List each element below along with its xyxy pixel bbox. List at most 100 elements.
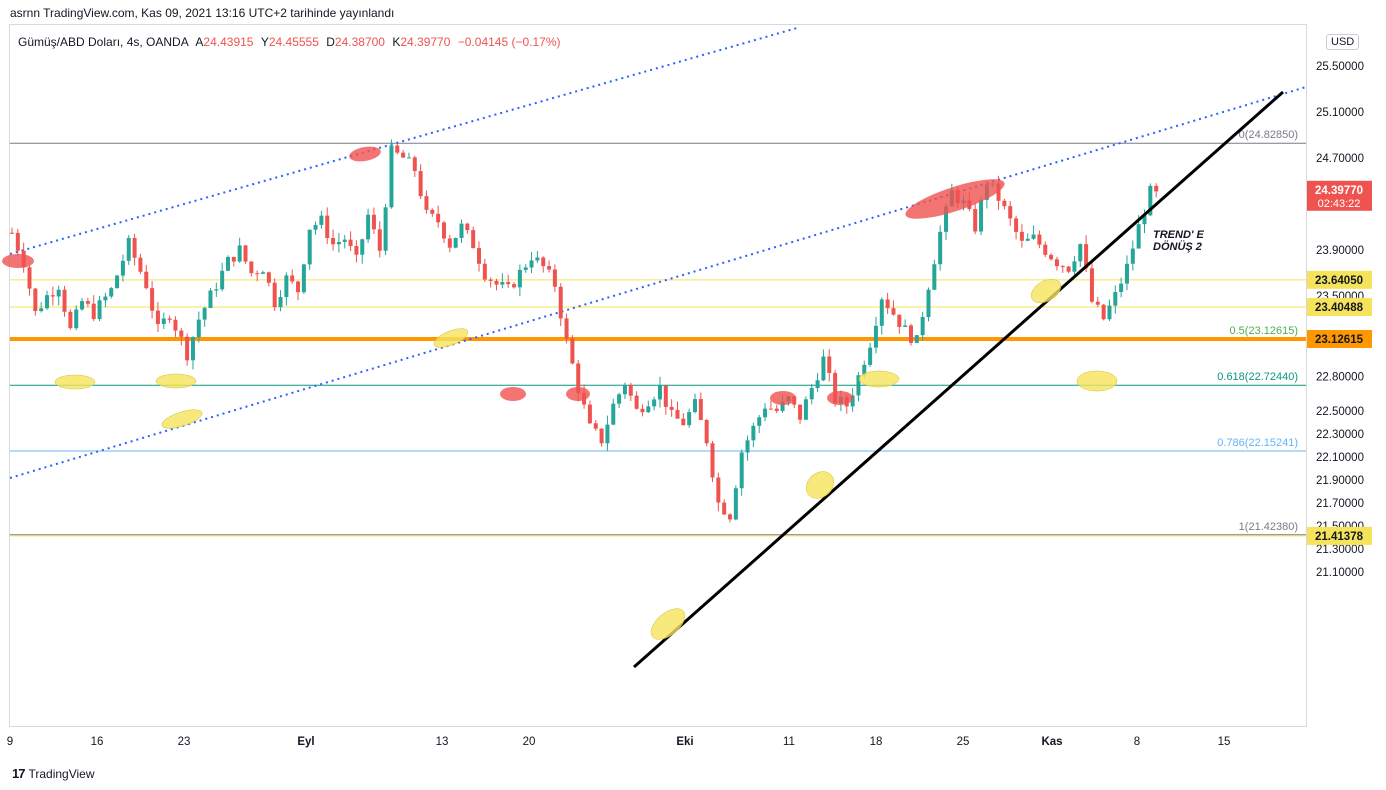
y-tick-label: 23.90000 (1316, 245, 1364, 257)
support-marker (805, 471, 835, 499)
candle-body (418, 171, 423, 197)
candle-body (85, 301, 90, 304)
candle-body (80, 301, 85, 310)
candle-body (179, 330, 184, 337)
resistance-marker (500, 387, 526, 401)
candle-body (56, 289, 61, 297)
candle-body (225, 256, 230, 271)
candle-body (599, 428, 604, 444)
support-marker (650, 608, 686, 640)
candle-body (161, 318, 166, 325)
upper-channel-line (9, 27, 798, 255)
x-tick-label: 25 (957, 736, 970, 748)
candle-body (681, 418, 686, 426)
candle-body (1136, 224, 1141, 249)
candle-body (488, 279, 493, 281)
high-value: 24.45555 (268, 35, 319, 49)
candle-body (891, 308, 896, 315)
candle-body (366, 214, 371, 240)
candle-body (109, 288, 114, 297)
candle-body (885, 299, 890, 309)
candle-body (663, 385, 668, 407)
candle-body (465, 223, 470, 231)
y-tick-label: 22.80000 (1316, 372, 1364, 384)
candle-body (261, 272, 266, 274)
candle-body (412, 157, 417, 172)
candle-body (710, 443, 715, 478)
candle-body (611, 403, 616, 425)
lower-channel-line (9, 86, 1307, 479)
price-level-tag (1307, 329, 1372, 348)
candle-body (1148, 185, 1153, 216)
y-tick-label: 21.90000 (1316, 475, 1364, 487)
candle-body (401, 152, 406, 158)
candle-body (272, 282, 277, 308)
candle-body (1101, 304, 1106, 320)
candle-body (576, 363, 581, 393)
candle-body (856, 375, 861, 396)
x-tick-label: 13 (436, 736, 449, 748)
low-key: D (326, 35, 335, 49)
candle-body (768, 408, 773, 410)
candle-body (126, 237, 131, 261)
candle-body (173, 319, 178, 331)
candle-body (360, 239, 365, 255)
candle-body (301, 264, 306, 293)
x-tick-label: 20 (523, 736, 536, 748)
resistance-marker (349, 146, 381, 162)
x-tick-label: Eyl (297, 736, 314, 748)
candle-body (1084, 244, 1089, 269)
candle-body (675, 409, 680, 419)
candle-body (593, 423, 598, 429)
candle-body (1066, 266, 1071, 272)
candle-body (1130, 248, 1135, 264)
candle-body (237, 245, 242, 262)
y-tick-label: 22.10000 (1316, 452, 1364, 464)
candle-body (733, 488, 738, 520)
current-price-tag (1307, 180, 1372, 211)
candle-body (202, 307, 207, 320)
candle-body (862, 364, 867, 376)
candle-body (1008, 206, 1013, 219)
support-marker (1076, 370, 1118, 392)
candle-body (325, 215, 330, 238)
candle-body (266, 272, 271, 283)
candle-body (74, 309, 79, 329)
trend-annotation: DÖNÜŞ 2 (1153, 240, 1202, 253)
y-tick-label: 21.30000 (1316, 544, 1364, 556)
candle-body (833, 372, 838, 404)
brand-footer: 17 TradingView (12, 766, 95, 781)
candle-body (120, 260, 125, 276)
open-key: A (195, 35, 204, 49)
candle-body (605, 424, 610, 444)
x-tick-label: Kas (1041, 736, 1062, 748)
x-tick-label: 9 (7, 736, 13, 748)
candle-body (1107, 305, 1112, 320)
open-value: 24.43915 (203, 35, 254, 49)
candle-body (348, 239, 353, 247)
candle-body (190, 337, 195, 361)
candle-body (319, 215, 324, 225)
currency-button[interactable]: USD (1326, 34, 1360, 50)
candle-body (1031, 234, 1036, 239)
support-marker (1031, 278, 1061, 304)
candle-body (979, 199, 984, 232)
candle-body (103, 296, 108, 301)
candle-body (406, 157, 411, 159)
candle-body (471, 230, 476, 249)
publish-info: asrnn TradingView.com, Kas 09, 2021 13:1… (10, 6, 395, 20)
candle-body (698, 399, 703, 420)
resistance-marker (2, 254, 34, 268)
countdown-value: 02:43:22 (1318, 198, 1361, 210)
candle-body (33, 288, 38, 312)
candle-body (523, 267, 528, 270)
candle-body (809, 388, 814, 400)
candle-body (1043, 244, 1048, 255)
price-level-tag (1307, 526, 1372, 545)
x-tick-label: 15 (1218, 736, 1231, 748)
price-level-tag (1307, 270, 1372, 289)
price-level-value: 23.40488 (1315, 302, 1364, 314)
support-marker (161, 409, 203, 429)
candle-body (214, 289, 219, 291)
